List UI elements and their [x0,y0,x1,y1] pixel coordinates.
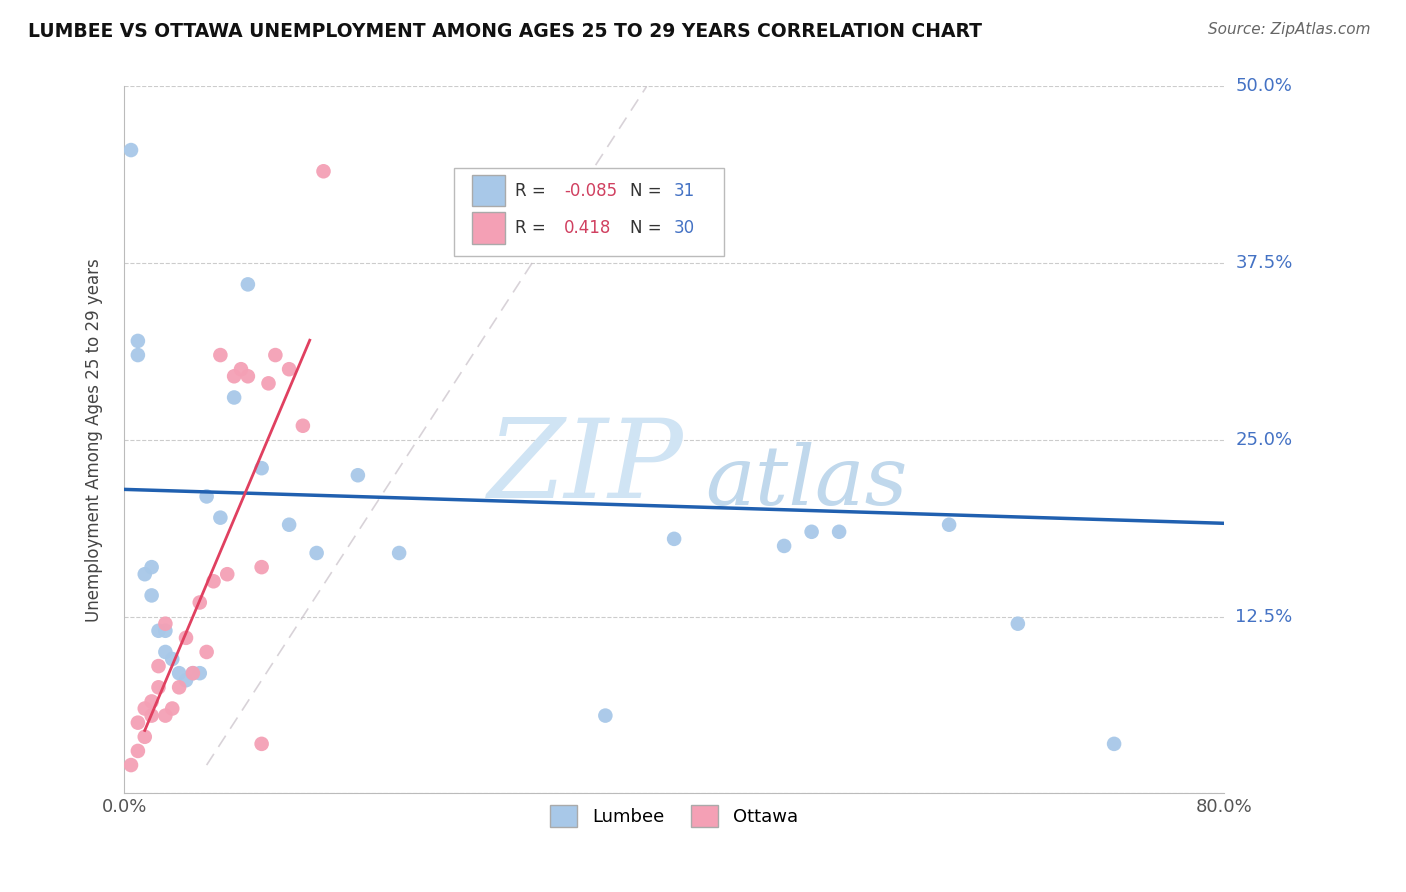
Point [188,595,211,609]
Point [278,517,301,532]
Point [1102,737,1125,751]
Point [264,348,287,362]
Text: 25.0%: 25.0% [1236,431,1292,449]
Point [148,681,170,695]
Point [155,708,177,723]
Point [141,560,163,574]
Point [195,645,218,659]
Text: 31: 31 [673,182,696,200]
Point [236,369,259,384]
Point [181,666,204,681]
Point [141,589,163,603]
FancyBboxPatch shape [472,212,505,244]
Point [595,708,617,723]
Point [217,567,239,582]
Point [1007,616,1029,631]
Point [250,560,273,574]
Point [167,681,190,695]
Text: N =: N = [630,219,666,237]
Point [174,673,197,688]
Point [174,631,197,645]
Legend: Lumbee, Ottawa: Lumbee, Ottawa [543,797,806,834]
Point [127,348,149,362]
Text: 30: 30 [673,219,695,237]
Point [278,362,301,376]
Text: N =: N = [630,182,666,200]
Point [236,277,259,292]
Point [188,666,211,681]
Point [127,715,149,730]
Text: 37.5%: 37.5% [1236,254,1292,272]
Point [800,524,823,539]
Text: atlas: atlas [704,442,907,523]
Point [134,701,156,715]
Point [388,546,411,560]
Point [347,468,370,483]
Point [312,164,335,178]
Text: LUMBEE VS OTTAWA UNEMPLOYMENT AMONG AGES 25 TO 29 YEARS CORRELATION CHART: LUMBEE VS OTTAWA UNEMPLOYMENT AMONG AGES… [28,22,983,41]
Point [305,546,328,560]
Text: Source: ZipAtlas.com: Source: ZipAtlas.com [1208,22,1371,37]
Point [148,624,170,638]
Point [120,758,142,772]
Point [257,376,280,391]
Point [127,334,149,348]
Point [224,369,246,384]
Text: R =: R = [515,182,551,200]
Point [120,143,142,157]
Point [127,744,149,758]
FancyBboxPatch shape [454,168,724,256]
Point [155,645,177,659]
Point [662,532,685,546]
Point [181,666,204,681]
Point [167,666,190,681]
Point [291,418,314,433]
Point [938,517,960,532]
FancyBboxPatch shape [472,175,505,206]
Text: R =: R = [515,219,551,237]
Point [134,567,156,582]
Point [250,461,273,475]
Point [155,616,177,631]
Point [209,348,232,362]
Point [195,490,218,504]
Point [773,539,796,553]
Point [224,391,246,405]
Point [148,659,170,673]
Text: -0.085: -0.085 [564,182,617,200]
Text: 12.5%: 12.5% [1236,607,1292,625]
Text: 50.0%: 50.0% [1236,78,1292,95]
Point [141,694,163,708]
Point [828,524,851,539]
Text: ZIP: ZIP [488,415,685,522]
Point [229,362,252,376]
Point [209,510,232,524]
Point [141,708,163,723]
Point [162,701,184,715]
Text: 0.418: 0.418 [564,219,612,237]
Point [155,624,177,638]
Point [134,730,156,744]
Point [250,737,273,751]
Y-axis label: Unemployment Among Ages 25 to 29 years: Unemployment Among Ages 25 to 29 years [86,258,103,622]
Point [202,574,225,589]
Point [162,652,184,666]
